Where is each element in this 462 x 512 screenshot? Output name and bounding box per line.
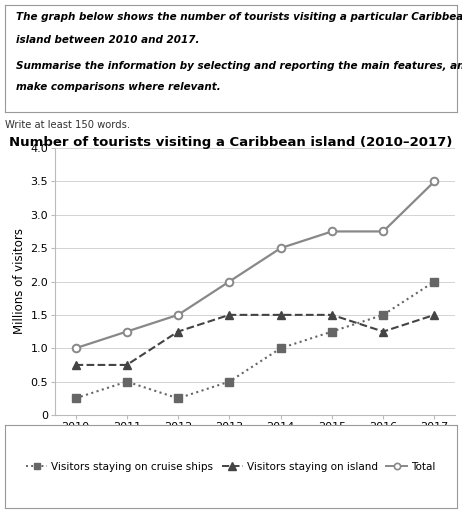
Text: make comparisons where relevant.: make comparisons where relevant.	[16, 82, 221, 92]
Text: Write at least 150 words.: Write at least 150 words.	[5, 120, 130, 130]
Text: The graph below shows the number of tourists visiting a particular Caribbean: The graph below shows the number of tour…	[16, 12, 462, 23]
Text: Summarise the information by selecting and reporting the main features, and: Summarise the information by selecting a…	[16, 60, 462, 71]
Y-axis label: Millions of visitors: Millions of visitors	[13, 228, 26, 334]
Legend: Visitors staying on cruise ships, Visitors staying on island, Total: Visitors staying on cruise ships, Visito…	[22, 457, 440, 476]
Text: island between 2010 and 2017.: island between 2010 and 2017.	[16, 35, 200, 45]
Text: Number of tourists visiting a Caribbean island (2010–2017): Number of tourists visiting a Caribbean …	[9, 136, 453, 149]
